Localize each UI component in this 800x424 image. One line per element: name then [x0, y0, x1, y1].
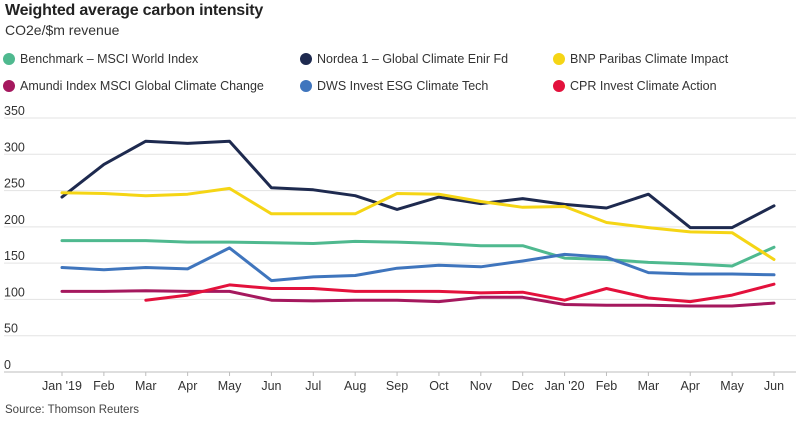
- legend-dot-bnp: [553, 53, 565, 65]
- y-tick-label: 250: [4, 177, 25, 191]
- series-line-4: [60, 246, 776, 283]
- x-axis: Jan '19 Feb Mar Apr May Jun Jul Aug Sep Oct Nov Dec…: [42, 372, 784, 393]
- y-tick-label: 350: [4, 104, 25, 118]
- chart-legend: Benchmark – MSCI World Index Nordea 1 – …: [0, 52, 800, 98]
- x-tick-label: Aug: [344, 379, 366, 393]
- series-line-2: [60, 186, 776, 261]
- legend-item-cpr: CPR Invest Climate Action: [553, 79, 717, 93]
- legend-label-bnp: BNP Paribas Climate Impact: [570, 52, 729, 66]
- x-tick-label: Jan '20: [545, 379, 585, 393]
- chart-title: Weighted average carbon intensity: [5, 2, 264, 19]
- y-tick-label: 200: [4, 213, 25, 227]
- legend-item-amundi: Amundi Index MSCI Global Climate Change: [3, 79, 264, 93]
- x-tick-label: Sep: [386, 379, 408, 393]
- y-tick-label: 50: [4, 322, 18, 336]
- y-tick-label: 0: [4, 358, 11, 372]
- x-tick-label: Jul: [305, 379, 321, 393]
- legend-item-bnp: BNP Paribas Climate Impact: [553, 52, 728, 66]
- x-tick-label: Jun: [764, 379, 784, 393]
- legend-dot-dws: [300, 80, 312, 92]
- y-tick-label: 150: [4, 249, 25, 263]
- legend-label-cpr: CPR Invest Climate Action: [570, 79, 717, 93]
- x-tick-label: Mar: [638, 379, 660, 393]
- legend-label-nordea: Nordea 1 – Global Climate Enir Fd: [317, 52, 509, 66]
- y-axis: 0 50 100 150 200 250 300 350: [4, 104, 25, 372]
- x-tick-label: Mar: [135, 379, 157, 393]
- x-tick-label: Oct: [429, 379, 449, 393]
- x-tick-label: Jun: [261, 379, 281, 393]
- legend-dot-cpr: [553, 80, 565, 92]
- x-tick-label: Dec: [512, 379, 534, 393]
- x-tick-label: Apr: [178, 379, 197, 393]
- series-line-5: [144, 282, 776, 304]
- y-tick-label: 100: [4, 285, 25, 299]
- series-line-3: [60, 289, 776, 308]
- legend-label-amundi: Amundi Index MSCI Global Climate Change: [20, 79, 264, 93]
- legend-label-benchmark: Benchmark – MSCI World Index: [20, 52, 199, 66]
- chart-subtitle: CO2e/$m revenue: [5, 22, 120, 38]
- legend-label-dws: DWS Invest ESG Climate Tech: [317, 79, 489, 93]
- gridlines: [4, 117, 796, 373]
- x-tick-label: Nov: [470, 379, 493, 393]
- x-tick-label: Feb: [596, 379, 618, 393]
- series-line-0: [60, 239, 776, 268]
- x-tick-label: Apr: [681, 379, 700, 393]
- series-line-1: [60, 139, 776, 230]
- legend-item-dws: DWS Invest ESG Climate Tech: [300, 79, 488, 93]
- series-lines: [60, 139, 776, 308]
- y-tick-label: 300: [4, 140, 25, 154]
- x-tick-label: Jan '19: [42, 379, 82, 393]
- legend-dot-benchmark: [3, 53, 15, 65]
- legend-dot-amundi: [3, 80, 15, 92]
- source-note: Source: Thomson Reuters: [5, 404, 140, 416]
- x-tick-label: May: [218, 379, 242, 393]
- legend-dot-nordea: [300, 53, 312, 65]
- legend-item-benchmark: Benchmark – MSCI World Index: [3, 52, 198, 66]
- x-tick-label: Feb: [93, 379, 115, 393]
- legend-item-nordea: Nordea 1 – Global Climate Enir Fd: [300, 52, 508, 66]
- x-tick-label: May: [720, 379, 744, 393]
